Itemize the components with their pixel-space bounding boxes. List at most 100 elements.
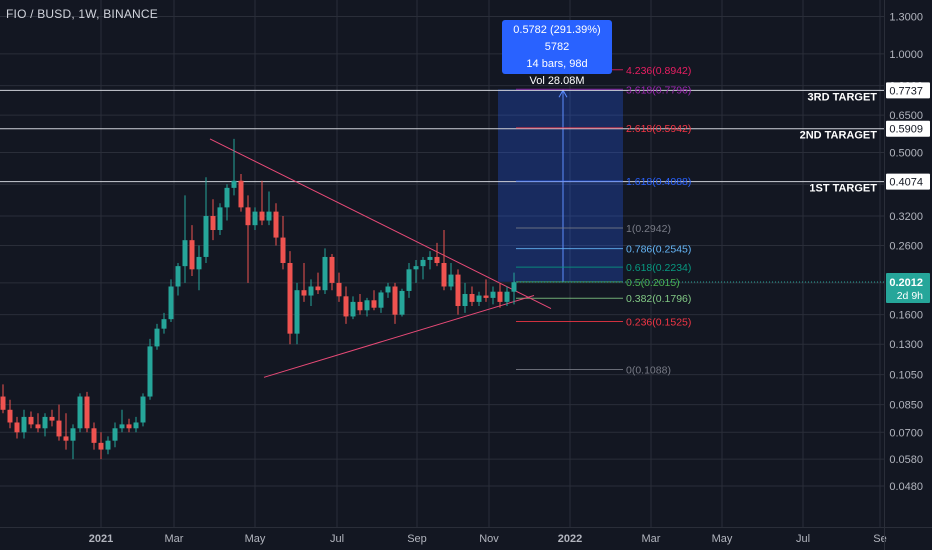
y-tick-label: 0.0580: [889, 454, 923, 466]
candle-body: [413, 266, 419, 270]
candle-body: [343, 296, 349, 317]
target-price-label: 0.5909: [889, 124, 923, 136]
candle-body: [364, 300, 370, 311]
y-tick-label: 0.5000: [889, 147, 923, 159]
x-tick-label: Mar: [165, 533, 184, 545]
target-price-label: 0.7737: [889, 85, 923, 97]
candle-body: [266, 211, 272, 221]
x-tick-label: Jul: [330, 533, 344, 545]
candle-body: [497, 291, 503, 302]
candle-body: [371, 300, 377, 308]
fib-level-label: 0.236(0.1525): [626, 316, 691, 328]
candle-body: [49, 416, 55, 421]
candle-body: [161, 319, 167, 329]
candle-body: [322, 256, 328, 291]
candle-body: [427, 256, 433, 260]
candle-body: [182, 240, 188, 267]
candle-body: [357, 301, 363, 311]
target-price-label: 0.4074: [889, 177, 923, 189]
candle-body: [77, 396, 83, 429]
candle-body: [147, 346, 153, 397]
candle-body: [308, 286, 314, 296]
fib-level-label: 2.618(0.5942): [626, 123, 691, 135]
target-label: 3RD TARGET: [808, 91, 878, 103]
candle-body: [385, 286, 391, 293]
candle-body: [224, 187, 230, 208]
target-price-tag: [886, 120, 930, 137]
candle-body: [350, 301, 356, 317]
candle-body: [294, 290, 300, 334]
candle-body: [21, 416, 27, 433]
fib-level-label: 0(0.1088): [626, 365, 671, 377]
target-price-tag: [886, 82, 930, 99]
y-tick-label: 0.2600: [889, 241, 923, 253]
y-tick-label: 0.1050: [889, 370, 923, 382]
candle-body: [462, 293, 468, 307]
candle-body: [7, 409, 13, 423]
triangle-upper-trendline: [209, 138, 552, 310]
x-tick-label: Sep: [407, 533, 427, 545]
candle-body: [420, 259, 426, 267]
x-tick-label: May: [245, 533, 266, 545]
candle-body: [511, 282, 517, 292]
candle-body: [336, 282, 342, 297]
fib-level-label: 0.786(0.2545): [626, 244, 691, 256]
y-tick-label: 0.0700: [889, 427, 923, 439]
fib-level-label: 0.5(0.2015): [626, 277, 680, 289]
candle-body: [196, 256, 202, 270]
candle-body: [70, 428, 76, 441]
candle-body: [42, 416, 48, 429]
candle-body: [175, 266, 181, 287]
fib-level-label: 0.382(0.1796): [626, 293, 691, 305]
candle-body: [406, 269, 412, 291]
candle-body: [231, 180, 237, 188]
candle-body: [203, 216, 209, 257]
x-tick-label: 2021: [89, 533, 113, 545]
candle-body: [441, 263, 447, 287]
candle-body: [378, 292, 384, 308]
x-tick-label: 2022: [558, 533, 582, 545]
candle-body: [329, 256, 335, 283]
candle-body: [252, 211, 258, 226]
measure-tooltip-bars: 14 bars, 98d: [526, 58, 588, 70]
candle-body: [476, 295, 482, 302]
candle-body: [154, 328, 160, 347]
measure-range-box: [498, 89, 623, 282]
candle-body: [56, 420, 62, 437]
candle-body: [455, 274, 461, 307]
target-label: 2ND TARAGET: [800, 130, 878, 142]
candle-body: [210, 216, 216, 231]
x-tick-label: Jul: [796, 533, 810, 545]
measure-tooltip: 0.5782 (291.39%) 5782 14 bars, 98d Vol 2…: [502, 20, 612, 87]
candle-body: [448, 274, 454, 287]
candle-body: [84, 396, 90, 429]
y-tick-label: 0.0850: [889, 400, 923, 412]
candle-body: [119, 424, 125, 429]
x-tick-label: Se: [873, 533, 886, 545]
fib-level-label: 4.236(0.8942): [626, 65, 691, 77]
fib-level-label: 0.618(0.2234): [626, 262, 691, 274]
candle-body: [273, 211, 279, 238]
candle-body: [14, 422, 20, 433]
candle-body: [469, 293, 475, 302]
candle-body: [280, 237, 286, 264]
candle-body: [315, 286, 321, 291]
current-price-countdown: 2d 9h: [897, 290, 923, 302]
measure-tooltip-volume: Vol 28.08M: [529, 75, 585, 87]
candle-body: [98, 442, 104, 450]
x-tick-label: Mar: [642, 533, 661, 545]
candle-body: [63, 436, 69, 441]
current-price-tag: [886, 273, 930, 304]
candle-body: [112, 428, 118, 441]
candle-body: [217, 207, 223, 231]
candle-body: [140, 396, 146, 423]
fib-level-label: 1(0.2942): [626, 223, 671, 235]
y-tick-label: 1.3000: [889, 11, 923, 23]
fib-level-label: 3.618(0.7796): [626, 84, 691, 96]
candle-body: [91, 428, 97, 443]
y-tick-label: 0.6500: [889, 110, 923, 122]
candle-body: [105, 440, 111, 450]
